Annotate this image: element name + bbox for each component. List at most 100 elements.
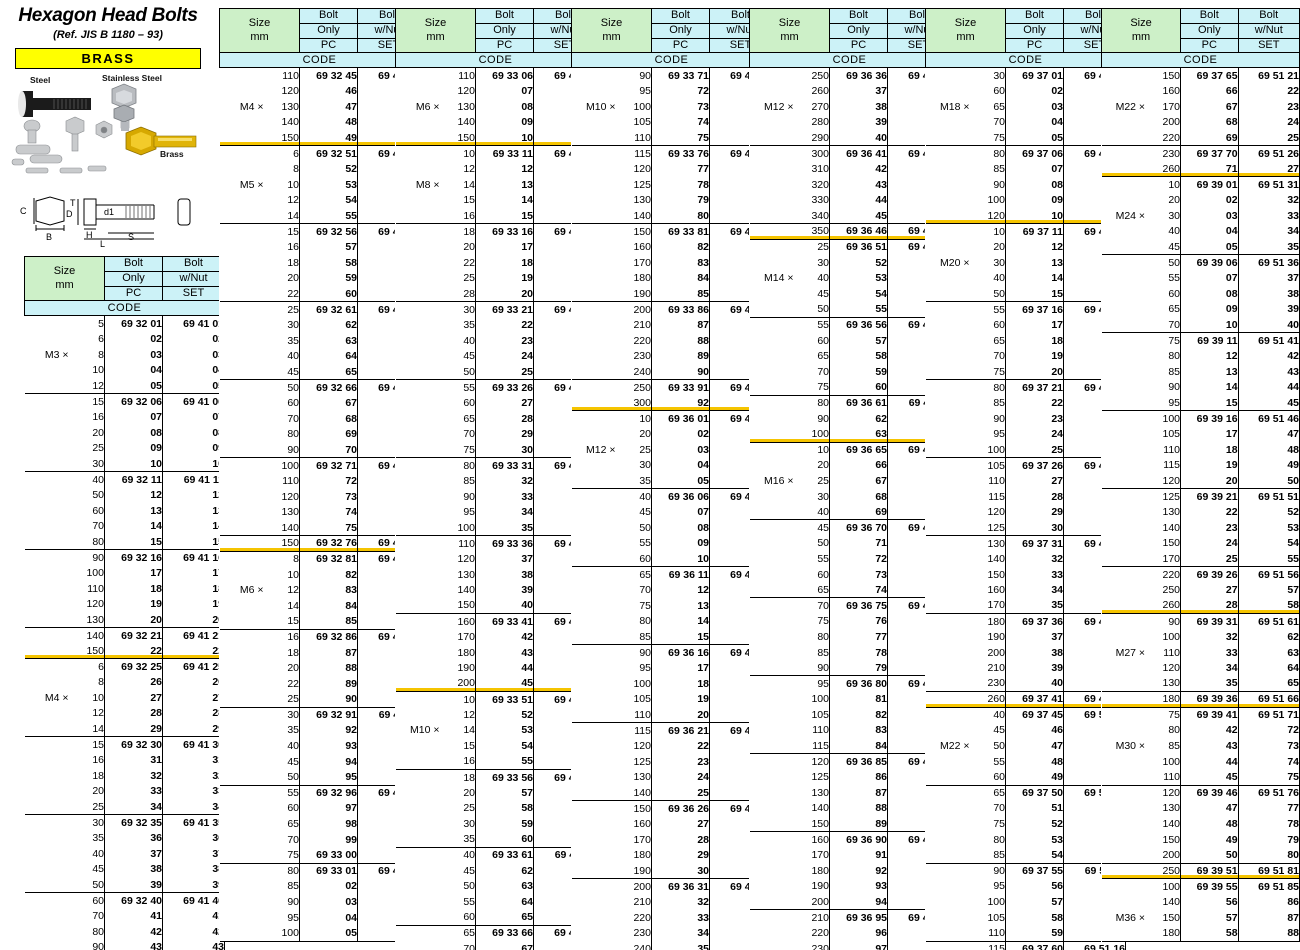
table-row: 857828: [750, 644, 950, 661]
thread-size: [220, 520, 264, 536]
length-mm: 120: [615, 738, 652, 754]
table-row: 907070: [220, 442, 420, 458]
code-bolt-only: 07: [651, 504, 710, 520]
thread-size: [220, 83, 264, 99]
code-bolt-only: 69 36 61: [829, 394, 888, 411]
code-bolt-only: 86: [829, 769, 888, 786]
thread-size: M12 ×: [586, 443, 616, 456]
code-bolt-only: 03: [1005, 98, 1064, 115]
length-mm: 200: [1145, 847, 1182, 864]
thread-size: [750, 364, 794, 380]
table-row: 1207727: [572, 161, 772, 177]
length-mm: 12: [439, 707, 476, 723]
code-bolt-only: 56: [1180, 894, 1239, 910]
code-bolt-only: 69 36 11: [651, 566, 710, 583]
length-mm: 95: [439, 504, 476, 520]
code-bolt-only: 34: [104, 799, 163, 815]
code-bolt-only: 83: [299, 582, 358, 598]
code-bolt-only: 42: [829, 161, 888, 177]
length-mm: 230: [793, 941, 830, 950]
thread-size: [220, 208, 264, 224]
code-bolt-only: 60: [475, 831, 534, 848]
table-row: 160 66 22: [1102, 83, 1300, 99]
thread-size: [24, 315, 69, 332]
length-mm: 70: [263, 410, 300, 427]
length-mm: 10: [68, 362, 105, 379]
code-bolt-only: 18: [104, 580, 163, 597]
table-row: 900858: [926, 176, 1126, 193]
thread-size: [396, 879, 440, 895]
code-bolt-only: 30: [651, 863, 710, 879]
length-mm: 45: [793, 286, 830, 302]
code-bolt-only: 41: [104, 908, 163, 924]
code-bolt-only: 03: [1180, 208, 1239, 224]
code-bolt-with-nut: 78: [1238, 816, 1300, 832]
table-row: 1504060: [396, 597, 596, 614]
table-row: 1504949: [220, 130, 420, 146]
length-mm: 125: [793, 769, 830, 786]
thread-size: [572, 692, 616, 708]
code-bolt-only: 71: [829, 535, 888, 552]
thread-size: [926, 130, 970, 146]
length-mm: 75: [793, 613, 830, 630]
thread-size: [25, 612, 69, 628]
length-mm: 30: [615, 457, 652, 474]
length-mm: 16: [263, 628, 300, 645]
code-bolt-only: 31: [104, 752, 163, 768]
length-mm: 35: [615, 473, 652, 489]
thread-size: [1102, 161, 1146, 177]
thread-size: [926, 754, 970, 770]
thread-size: [572, 707, 616, 723]
length-mm: 18: [439, 768, 476, 786]
code-bolt-only: 60: [829, 379, 888, 396]
code-bolt-only: 69 32 66: [299, 379, 358, 396]
table-row: 2203377: [572, 909, 772, 926]
length-mm: 40: [969, 270, 1006, 287]
code-bolt-only: 62: [299, 317, 358, 333]
length-mm: 140: [615, 208, 652, 224]
thread-size: [25, 596, 69, 612]
table-row: 409313: [220, 738, 420, 754]
thread-size: M6 ×: [239, 584, 264, 597]
length-mm: 6: [263, 145, 300, 162]
length-mm: 220: [793, 925, 830, 941]
thread-size: [750, 614, 794, 630]
thread-size: [749, 238, 794, 255]
thread-size: [219, 457, 264, 474]
length-mm: 115: [615, 145, 652, 162]
length-mm: 130: [615, 192, 652, 209]
thread-size: [750, 536, 794, 552]
thread-size: [396, 598, 440, 614]
thread-size: [25, 752, 69, 768]
code-bolt-only: 17: [1005, 317, 1064, 333]
code-bolt-only: 85: [299, 613, 358, 630]
table-row: 453838: [25, 861, 225, 878]
code-bolt-with-nut: 77: [1238, 800, 1300, 817]
table-row: 2904084: [750, 130, 950, 146]
thread-size: [220, 239, 264, 255]
length-mm: 220: [1145, 566, 1182, 583]
code-bolt-with-nut: 69 41 21: [162, 627, 225, 644]
code-bolt-only: 14: [1180, 379, 1239, 396]
code-bolt-only: 62: [475, 863, 534, 879]
thread-size: [926, 847, 970, 863]
thread-size: [1102, 473, 1146, 489]
code-bolt-with-nut: 07: [162, 409, 225, 425]
code-bolt-only: 69 33 36: [475, 535, 534, 552]
code-bolt-only: 29: [475, 426, 534, 442]
masthead: Hexagon Head Bolts (Ref. JIS B 1180 – 93…: [8, 5, 208, 250]
header-size-label: Size: [778, 16, 801, 29]
code-bolt-only: 69 36 51: [829, 238, 888, 255]
code-bolt-only: 09: [651, 535, 710, 552]
code-bolt-only: 14: [1005, 270, 1064, 287]
table-row: 130 35 65: [1102, 675, 1300, 692]
table-row: 352242: [396, 317, 596, 333]
thread-size: [750, 551, 794, 567]
thread-size: [926, 676, 970, 692]
code-bolt-only: 73: [651, 98, 710, 115]
code-bolt-only: 69 32 76: [299, 535, 358, 552]
table-row: 120 69 39 46 69 51 76: [1101, 784, 1300, 801]
table-row: 201262: [926, 239, 1126, 255]
